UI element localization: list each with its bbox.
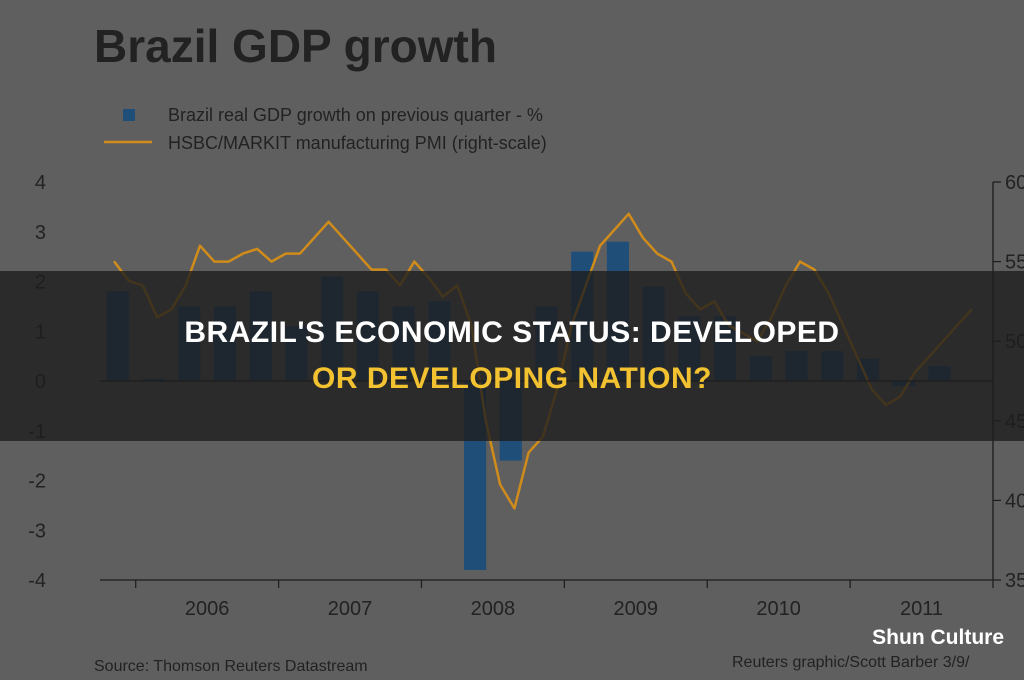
pmi-point (327, 221, 330, 223)
site-watermark: Shun Culture (872, 626, 1004, 649)
pmi-point (313, 236, 316, 239)
pmi-point (813, 268, 816, 271)
pmi-point (342, 236, 344, 239)
x-tick-label: 2006 (185, 598, 230, 620)
pmi-point (284, 252, 287, 255)
x-tick-label: 2008 (471, 598, 516, 620)
x-tick-label: 2010 (756, 598, 801, 620)
legend-bar-label: Brazil real GDP growth on previous quart… (168, 105, 543, 125)
y-right-tick-label: 55 (1005, 252, 1024, 274)
legend-line-label: HSBC/MARKIT manufacturing PMI (right-sca… (168, 133, 547, 153)
y-left-tick-label: -3 (28, 520, 46, 542)
y-right-tick-label: 60 (1005, 172, 1024, 194)
source-note: Source: Thomson Reuters Datastream (94, 658, 368, 675)
pmi-point (370, 268, 373, 271)
pmi-point (513, 507, 516, 510)
legend-bar-swatch (123, 109, 135, 121)
y-right-tick-label: 40 (1005, 490, 1024, 512)
pmi-point (227, 260, 230, 263)
pmi-point (356, 252, 358, 255)
y-left-tick-label: 4 (35, 172, 46, 194)
pmi-point (270, 260, 273, 263)
banner-title-line2: Or Developing Nation? (312, 362, 712, 395)
pmi-point (670, 260, 673, 263)
pmi-point (299, 252, 301, 255)
pmi-point (499, 483, 501, 486)
pmi-point (599, 244, 601, 247)
y-right-tick-label: 35 (1005, 570, 1024, 592)
pmi-point (613, 228, 616, 231)
title-banner: Brazil's Economic Status: Developed Or D… (0, 271, 1024, 441)
pmi-point (213, 260, 216, 263)
pmi-point (113, 260, 116, 263)
y-left-tick-label: -2 (28, 471, 46, 493)
pmi-point (527, 451, 530, 454)
pmi-point (656, 252, 659, 255)
pmi-point (413, 260, 416, 263)
x-tick-label: 2007 (328, 598, 373, 620)
pmi-point (627, 213, 630, 215)
banner-title-line1: Brazil's Economic Status: Developed (184, 316, 840, 349)
x-tick-label: 2009 (614, 598, 659, 620)
chart-title: Brazil GDP growth (94, 20, 497, 72)
y-left-tick-label: -4 (28, 570, 46, 592)
pmi-point (199, 244, 201, 247)
pmi-point (256, 248, 258, 250)
pmi-point (384, 268, 387, 271)
credit-note: Reuters graphic/Scott Barber 3/9/ (732, 654, 970, 671)
y-left-tick-label: 3 (35, 222, 46, 244)
x-tick-label: 2011 (900, 598, 943, 620)
pmi-point (242, 252, 244, 255)
pmi-point (799, 260, 801, 263)
pmi-point (642, 236, 644, 239)
